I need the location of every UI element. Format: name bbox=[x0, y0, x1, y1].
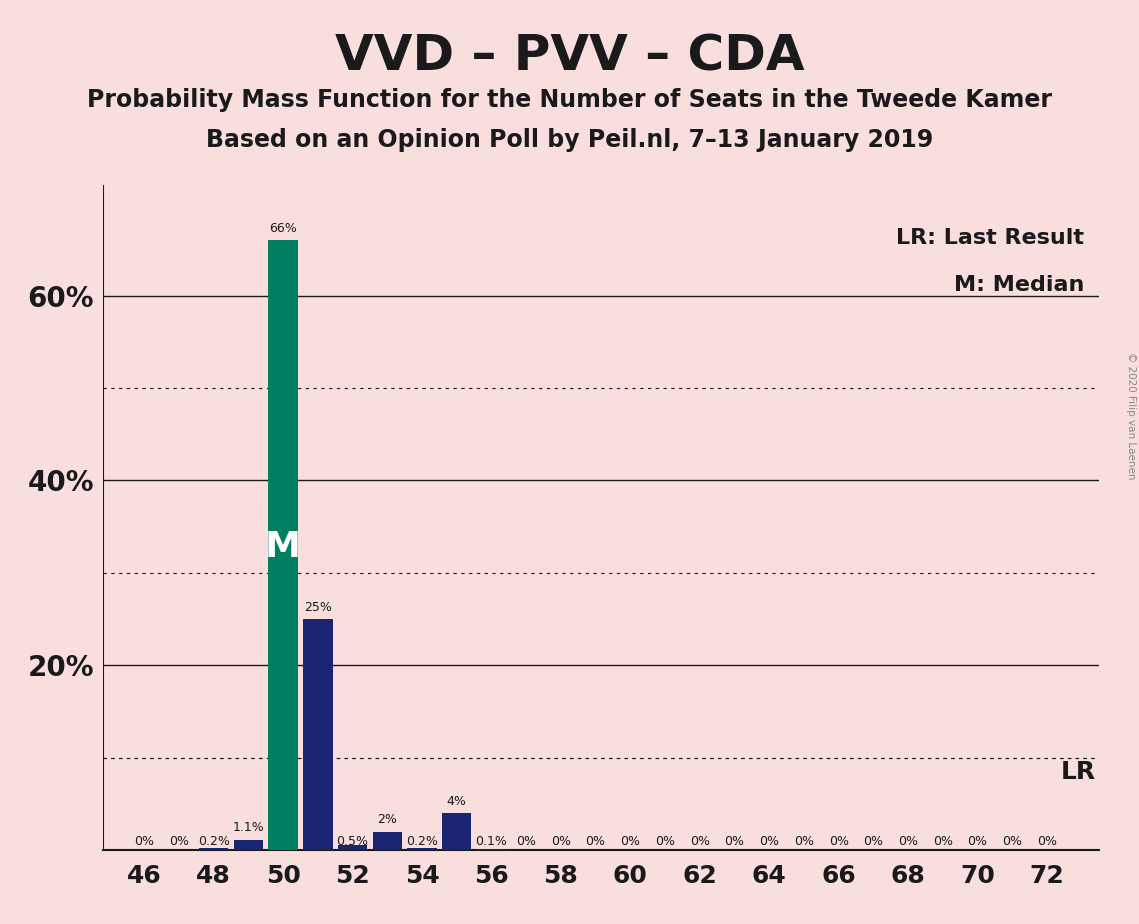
Text: 0%: 0% bbox=[585, 834, 606, 848]
Text: VVD – PVV – CDA: VVD – PVV – CDA bbox=[335, 32, 804, 80]
Text: 0%: 0% bbox=[724, 834, 745, 848]
Text: 0.2%: 0.2% bbox=[198, 834, 230, 848]
Text: 0%: 0% bbox=[516, 834, 536, 848]
Bar bbox=[269, 240, 297, 850]
Text: Probability Mass Function for the Number of Seats in the Tweede Kamer: Probability Mass Function for the Number… bbox=[87, 88, 1052, 112]
Text: M: Median: M: Median bbox=[953, 274, 1084, 295]
Text: 0%: 0% bbox=[968, 834, 988, 848]
Text: 0%: 0% bbox=[1036, 834, 1057, 848]
Text: 0%: 0% bbox=[621, 834, 640, 848]
Text: © 2020 Filip van Laenen: © 2020 Filip van Laenen bbox=[1126, 352, 1136, 480]
Bar bbox=[372, 832, 402, 850]
Text: 4%: 4% bbox=[446, 795, 467, 808]
Text: LR: LR bbox=[1060, 760, 1096, 784]
Text: 0%: 0% bbox=[899, 834, 918, 848]
Bar bbox=[408, 848, 436, 850]
Text: Based on an Opinion Poll by Peil.nl, 7–13 January 2019: Based on an Opinion Poll by Peil.nl, 7–1… bbox=[206, 128, 933, 152]
Text: 66%: 66% bbox=[269, 222, 297, 235]
Bar bbox=[338, 845, 367, 850]
Text: 0%: 0% bbox=[1002, 834, 1023, 848]
Text: 0%: 0% bbox=[551, 834, 571, 848]
Bar bbox=[199, 848, 229, 850]
Text: 0%: 0% bbox=[933, 834, 953, 848]
Text: 0%: 0% bbox=[169, 834, 189, 848]
Text: 0%: 0% bbox=[863, 834, 884, 848]
Text: 0%: 0% bbox=[760, 834, 779, 848]
Text: 25%: 25% bbox=[304, 601, 331, 614]
Text: 0.5%: 0.5% bbox=[336, 834, 369, 848]
Bar bbox=[442, 813, 472, 850]
Bar bbox=[477, 849, 506, 850]
Text: 0.2%: 0.2% bbox=[405, 834, 437, 848]
Bar bbox=[303, 619, 333, 850]
Text: 0%: 0% bbox=[134, 834, 154, 848]
Text: 0%: 0% bbox=[655, 834, 675, 848]
Text: 0%: 0% bbox=[794, 834, 814, 848]
Text: LR: Last Result: LR: Last Result bbox=[896, 228, 1084, 248]
Text: M: M bbox=[265, 530, 301, 565]
Text: 0%: 0% bbox=[690, 834, 710, 848]
Text: 1.1%: 1.1% bbox=[232, 821, 264, 834]
Text: 0.1%: 0.1% bbox=[475, 834, 507, 848]
Text: 0%: 0% bbox=[829, 834, 849, 848]
Bar bbox=[233, 840, 263, 850]
Text: 2%: 2% bbox=[377, 813, 398, 826]
